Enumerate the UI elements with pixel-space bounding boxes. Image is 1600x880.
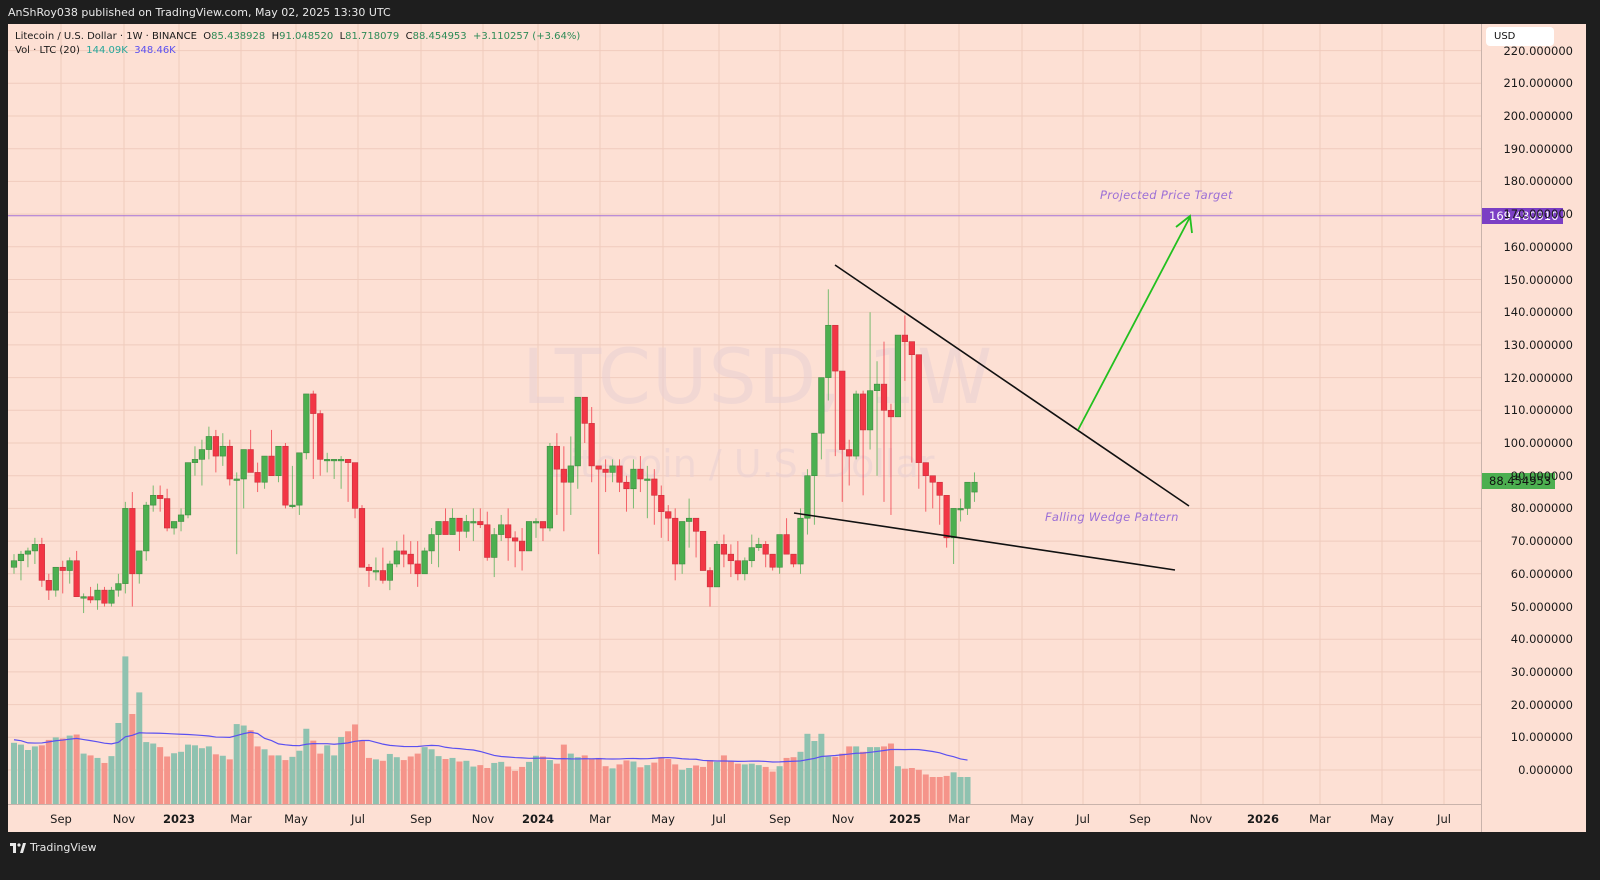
price-tick: 200.000000 xyxy=(1503,109,1573,123)
price-tick: 170.000000 xyxy=(1503,207,1573,222)
low-value: 81.718079 xyxy=(345,31,400,42)
price-tick: 0.000000 xyxy=(1518,763,1573,777)
price-axis[interactable]: USD 169.480910 88.454953 220.000000 210.0… xyxy=(1481,24,1587,832)
time-tick: Sep xyxy=(1129,812,1151,826)
price-plot[interactable]: LTCUSD, 1W Litecoin / U.S. Dollar Projec… xyxy=(8,24,1481,804)
price-tick: 20.000000 xyxy=(1510,697,1573,712)
price-tick: 120.000000 xyxy=(1503,370,1573,385)
time-tick: Sep xyxy=(410,812,432,826)
time-tick: 2023 xyxy=(162,812,196,826)
time-tick: Jul xyxy=(1076,812,1090,826)
symbol-row[interactable]: Litecoin / U.S. Dollar · 1W · BINANCE O8… xyxy=(15,31,581,42)
time-tick: May xyxy=(651,812,675,826)
time-tick: Nov xyxy=(471,812,495,826)
symbol-name[interactable]: Litecoin / U.S. Dollar · 1W · BINANCE xyxy=(15,31,197,42)
grid-lines xyxy=(8,24,1481,804)
currency-selector[interactable]: USD xyxy=(1486,27,1554,46)
price-tick: 140.000000 xyxy=(1503,305,1573,320)
time-tick: May xyxy=(1370,812,1394,826)
target-price-tag: 169.480910 xyxy=(1482,207,1563,224)
volume-bars xyxy=(11,656,971,804)
candlesticks xyxy=(10,289,978,614)
time-tick: Mar xyxy=(948,812,970,826)
price-tick: 90.000000 xyxy=(1510,468,1573,483)
chart-frame: LTCUSD, 1W Litecoin / U.S. Dollar Projec… xyxy=(8,24,1586,832)
time-tick: Nov xyxy=(1189,812,1213,826)
volume-value: 144.09K xyxy=(86,45,128,56)
time-tick: Jul xyxy=(1437,812,1451,826)
price-tick: 60.000000 xyxy=(1510,566,1573,581)
high-value: 91.048520 xyxy=(279,31,334,42)
price-tick: 30.000000 xyxy=(1510,664,1573,679)
time-tick: Mar xyxy=(230,812,252,826)
price-tick: 70.000000 xyxy=(1510,534,1573,549)
time-tick: Jul xyxy=(712,812,726,826)
price-tick: 110.000000 xyxy=(1503,403,1573,418)
volume-indicator-name[interactable]: Vol · LTC (20) xyxy=(15,45,80,56)
falling-wedge-label[interactable]: Falling Wedge Pattern xyxy=(1045,510,1179,524)
price-tick: 190.000000 xyxy=(1503,141,1573,156)
time-tick: 2026 xyxy=(1246,812,1280,826)
price-tick: 180.000000 xyxy=(1503,174,1573,189)
close-value: 88.454953 xyxy=(412,31,467,42)
time-tick: Nov xyxy=(831,812,855,826)
price-tick: 10.000000 xyxy=(1510,730,1573,745)
time-tick: Mar xyxy=(1309,812,1331,826)
chart-legend: Litecoin / U.S. Dollar · 1W · BINANCE O8… xyxy=(15,30,580,58)
time-tick: Nov xyxy=(112,812,136,826)
price-tick: 220.000000 xyxy=(1503,43,1573,58)
projected-target-label[interactable]: Projected Price Target xyxy=(1100,188,1233,202)
price-tick: 150.000000 xyxy=(1503,272,1573,287)
price-tick: 100.000000 xyxy=(1503,436,1573,450)
time-tick: May xyxy=(1010,812,1034,826)
price-tick: 130.000000 xyxy=(1503,337,1573,352)
time-axis[interactable]: Sep Nov 2023 Mar May Jul Sep Nov 2024 Mar May Jul Se… xyxy=(8,804,1481,833)
tradingview-logo: TradingView xyxy=(10,841,96,854)
time-tick: 2025 xyxy=(888,812,922,826)
last-price-tag: 88.454953 xyxy=(1482,472,1556,489)
volume-row[interactable]: Vol · LTC (20) 144.09K 348.46K xyxy=(15,44,580,58)
price-tick: 160.000000 xyxy=(1503,239,1573,254)
time-tick: Sep xyxy=(769,812,791,826)
time-tick: 2024 xyxy=(521,812,555,826)
change-value: +3.110257 (+3.64%) xyxy=(473,31,581,42)
volume-ma-value: 348.46K xyxy=(134,45,176,56)
time-tick: May xyxy=(284,812,308,826)
time-tick: Mar xyxy=(589,812,611,826)
publish-header: AnShRoy038 published on TradingView.com,… xyxy=(8,6,391,19)
price-tick: 80.000000 xyxy=(1510,501,1573,516)
tradingview-icon xyxy=(10,842,26,853)
drawings[interactable] xyxy=(8,24,1481,804)
price-tick: 50.000000 xyxy=(1510,599,1573,614)
price-tick: 40.000000 xyxy=(1510,632,1573,647)
open-value: 85.438928 xyxy=(211,31,266,42)
time-tick: Jul xyxy=(351,812,365,826)
time-tick: Sep xyxy=(50,812,72,826)
price-tick: 210.000000 xyxy=(1503,76,1573,91)
